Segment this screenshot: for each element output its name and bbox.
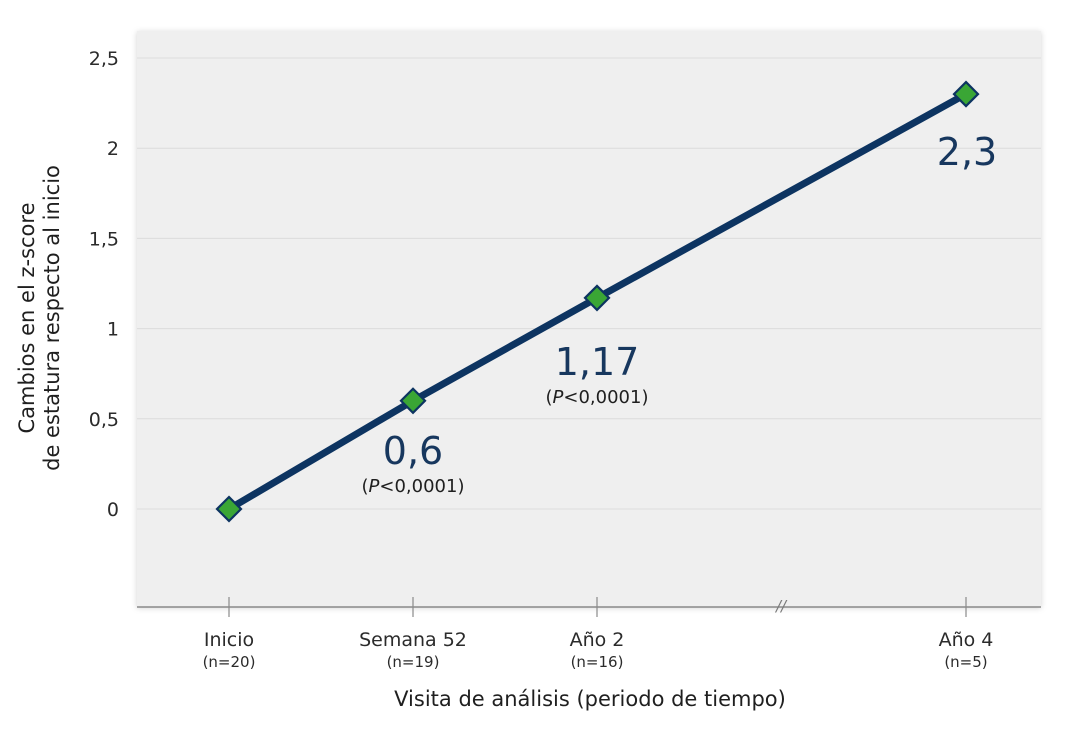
x-tick-label: Año 2 (570, 629, 625, 651)
y-tick-label: 2 (107, 138, 119, 160)
p-value-label: (P<0,0001) (546, 387, 649, 408)
data-point-marker (215, 495, 243, 523)
x-tick-n-label: (n=16) (571, 653, 624, 671)
y-axis-title-line-1: Cambios en el z-score (15, 203, 39, 434)
y-axis-ticks: 0 0,5 1 1,5 2 2,5 (89, 48, 119, 521)
x-tick-n-label: (n=19) (387, 653, 440, 671)
y-axis-title-line-2: de estatura respecto al inicio (40, 165, 64, 471)
y-tick-label: 1,5 (89, 228, 119, 250)
y-tick-label: 0 (107, 499, 119, 521)
x-axis-ticks: Inicio (n=20) Semana 52 (n=19) Año 2 (n=16) Añ… (203, 597, 994, 671)
data-point-marker (399, 387, 427, 415)
y-tick-label: 2,5 (89, 48, 119, 70)
x-axis-title: Visita de análisis (periodo de tiempo) (394, 687, 786, 711)
x-tick-n-label: (n=20) (203, 653, 256, 671)
series-line (225, 90, 970, 513)
series-markers (215, 80, 980, 523)
gridlines (137, 57, 1041, 510)
plot-area (137, 31, 1041, 607)
data-labels: 0,6 (P<0,0001) 1,17 (P<0,0001) 2,3 (362, 130, 998, 497)
x-tick-label: Semana 52 (359, 629, 467, 651)
data-point-marker (952, 80, 980, 108)
axis-break-mark: // (774, 597, 788, 615)
x-tick-label: Año 4 (939, 629, 994, 651)
data-value-label: 1,17 (555, 340, 640, 384)
data-point-marker (583, 284, 611, 312)
x-tick-n-label: (n=5) (944, 653, 987, 671)
y-tick-label: 0,5 (89, 409, 119, 431)
series-line-path (225, 90, 970, 513)
x-tick-label: Inicio (204, 629, 254, 651)
data-value-label: 0,6 (383, 429, 443, 473)
p-value-label: (P<0,0001) (362, 476, 465, 497)
y-tick-label: 1 (107, 319, 119, 341)
data-value-label: 2,3 (937, 130, 997, 174)
